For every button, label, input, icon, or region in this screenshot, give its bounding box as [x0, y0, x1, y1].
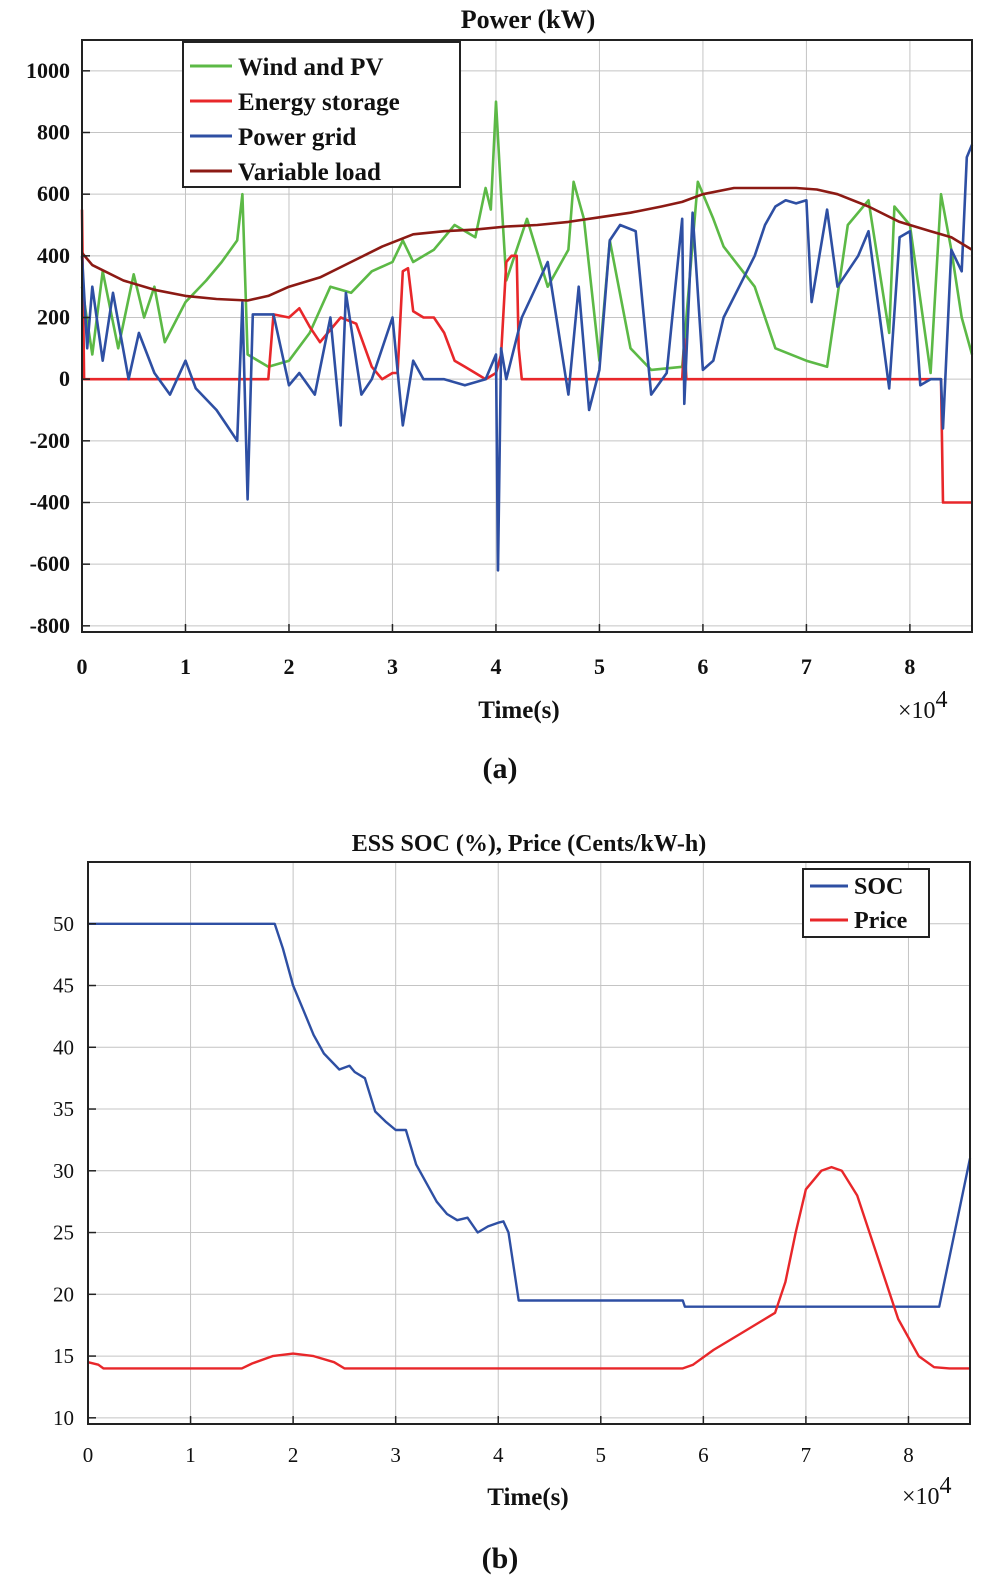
power-chart: Power (kW) -800-600-400-2000200400600800…	[26, 5, 974, 785]
legend-label-wind-pv: Wind and PV	[238, 54, 383, 81]
power-y-tick-label: 600	[37, 181, 70, 206]
soc-price-y-tick-label: 30	[53, 1159, 74, 1183]
soc-price-chart-frame	[87, 861, 971, 1425]
power-y-tick-label: 1000	[26, 58, 70, 83]
series-line-wind-and-pv	[80, 100, 974, 375]
soc-price-chart-legend: SOC Price	[802, 868, 930, 938]
legend-box	[802, 868, 930, 938]
soc-price-chart-grid	[87, 862, 970, 1424]
soc-price-x-tick-label: 1	[185, 1443, 196, 1467]
legend-label-variable-load: Variable load	[238, 159, 381, 186]
soc-price-x-tick-label: 7	[801, 1443, 812, 1467]
soc-price-y-tick-label: 35	[53, 1097, 74, 1121]
soc-price-x-tick-label: 3	[390, 1443, 401, 1467]
panel-label-a: (a)	[483, 752, 518, 785]
soc-price-chart-y-ticks: 10 15 20 25 30 35 40 45 50	[53, 912, 96, 1430]
power-x-tick-label: 1	[180, 654, 191, 679]
soc-price-x-tick-label: 0	[83, 1443, 94, 1467]
power-y-tick-label: 200	[37, 305, 70, 330]
soc-price-chart: ESS SOC (%), Price (Cents/kW-h) 10152025…	[53, 831, 972, 1575]
legend-label-power-grid: Power grid	[238, 124, 356, 151]
power-chart-frame	[81, 39, 973, 633]
power-x-tick-label: 7	[801, 654, 812, 679]
soc-price-y-tick-label: 10	[53, 1406, 74, 1430]
power-chart-x-ticks: 0 1 2 3 4 5 6 7 8	[77, 624, 915, 679]
power-x-tick-label: 6	[697, 654, 708, 679]
series-line-variable-load	[81, 186, 973, 302]
soc-price-x-tick-label: 4	[493, 1443, 504, 1467]
power-chart-x-multiplier: ×104	[898, 687, 948, 724]
series-line-power-grid	[80, 144, 974, 572]
series-line-soc	[88, 922, 972, 1308]
power-x-tick-label: 3	[387, 654, 398, 679]
soc-price-x-tick-label: 5	[596, 1443, 607, 1467]
power-chart-series	[80, 100, 974, 572]
power-chart-legend: Wind and PV Energy storage Power grid Va…	[182, 41, 461, 188]
soc-price-x-tick-label: 2	[288, 1443, 299, 1467]
soc-price-y-tick-label: 45	[53, 974, 74, 998]
power-chart-title: Power (kW)	[461, 5, 596, 34]
power-y-tick-label: 0	[59, 366, 70, 391]
power-y-tick-label: -400	[30, 490, 70, 515]
soc-price-y-tick-label: 50	[53, 912, 74, 936]
power-y-tick-label: -600	[30, 551, 70, 576]
power-y-tick-label: 800	[37, 120, 70, 145]
soc-price-y-tick-label: 20	[53, 1282, 74, 1306]
soc-price-chart-x-multiplier: ×104	[902, 1473, 952, 1510]
soc-price-chart-title: ESS SOC (%), Price (Cents/kW-h)	[352, 831, 706, 857]
power-x-tick-label: 4	[490, 654, 501, 679]
soc-price-y-tick-label: 15	[53, 1344, 74, 1368]
power-x-tick-label: 8	[904, 654, 915, 679]
power-y-tick-label: -200	[30, 428, 70, 453]
power-chart-x-label: Time(s)	[478, 697, 559, 724]
series-line-energy-storage	[80, 209, 972, 504]
power-x-tick-label: 0	[77, 654, 88, 679]
soc-price-x-tick-label: 6	[698, 1443, 709, 1467]
legend-label-price: Price	[854, 908, 908, 934]
soc-price-chart-series	[87, 922, 972, 1370]
soc-price-y-tick-label: 25	[53, 1221, 74, 1245]
soc-price-y-tick-label: 40	[53, 1035, 74, 1059]
series-line-price	[87, 1165, 970, 1370]
legend-label-soc: SOC	[854, 874, 903, 900]
legend-label-energy-storage: Energy storage	[238, 89, 400, 116]
power-y-tick-label: 400	[37, 243, 70, 268]
power-x-tick-label: 2	[283, 654, 294, 679]
power-y-tick-label: -800	[30, 613, 70, 638]
soc-price-x-tick-label: 8	[903, 1443, 914, 1467]
soc-price-chart-x-ticks: 0 1 2 3 4 5 6 7 8	[83, 1416, 914, 1467]
power-x-tick-label: 5	[594, 654, 605, 679]
panel-label-b: (b)	[482, 1542, 519, 1575]
power-chart-y-ticks: -800 -600 -400 -200 0 200 400 600 800 1000	[26, 58, 90, 638]
soc-price-chart-x-label: Time(s)	[487, 1484, 568, 1511]
